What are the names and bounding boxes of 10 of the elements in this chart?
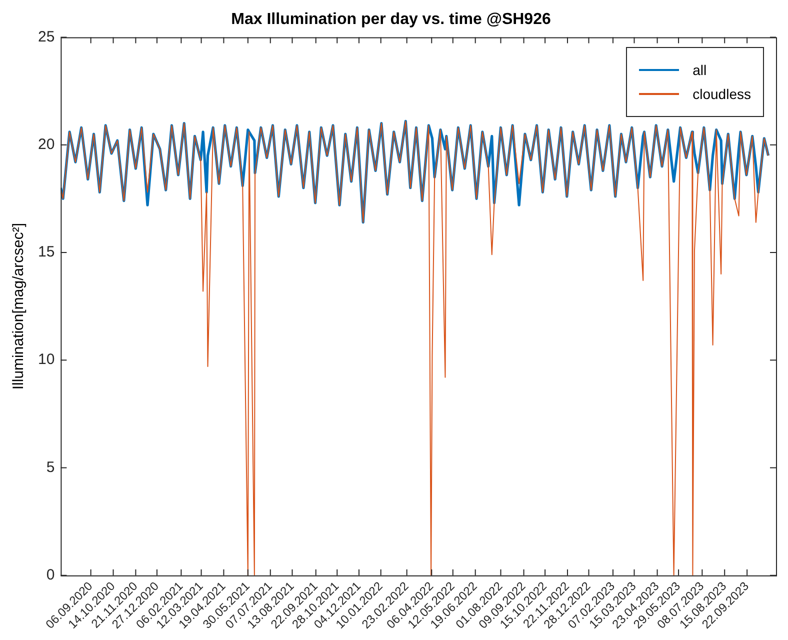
y-tick-label: 25 — [38, 28, 55, 46]
y-axis-title: Illumination[mag/arcsec²] — [10, 222, 28, 390]
legend-label: cloudless — [692, 86, 751, 102]
y-tick-label: 15 — [38, 244, 55, 261]
y-tick-label: 10 — [38, 351, 55, 368]
chart-title: Max Illumination per day vs. time @SH926 — [231, 11, 551, 28]
legend-label: all — [692, 62, 707, 78]
y-tick-label: 5 — [46, 458, 55, 476]
y-tick-label: 20 — [38, 136, 55, 153]
y-tick-label: 0 — [46, 566, 55, 584]
